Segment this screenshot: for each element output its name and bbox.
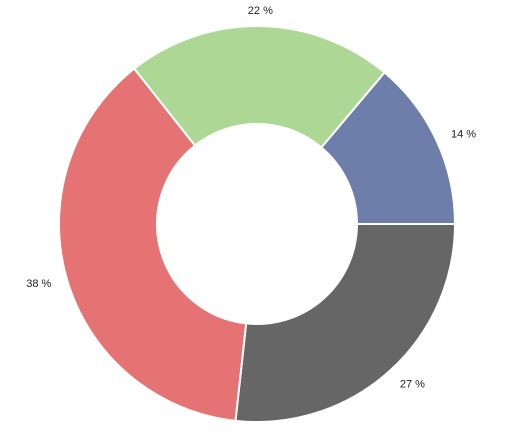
slice-label-22: 22 %: [248, 5, 273, 17]
slice-label-38: 38 %: [26, 278, 51, 290]
donut-slice-14[interactable]: [320, 71, 457, 225]
slice-label-14: 14 %: [451, 129, 476, 141]
donut-slice-22[interactable]: [132, 25, 386, 149]
slices-layer: [58, 25, 457, 423]
donut-slice-38[interactable]: [58, 67, 248, 422]
labels-layer: 27 % 38 % 22 % 14 %: [26, 5, 476, 390]
donut-slice-27[interactable]: [234, 223, 457, 423]
slice-label-27: 27 %: [400, 378, 425, 390]
